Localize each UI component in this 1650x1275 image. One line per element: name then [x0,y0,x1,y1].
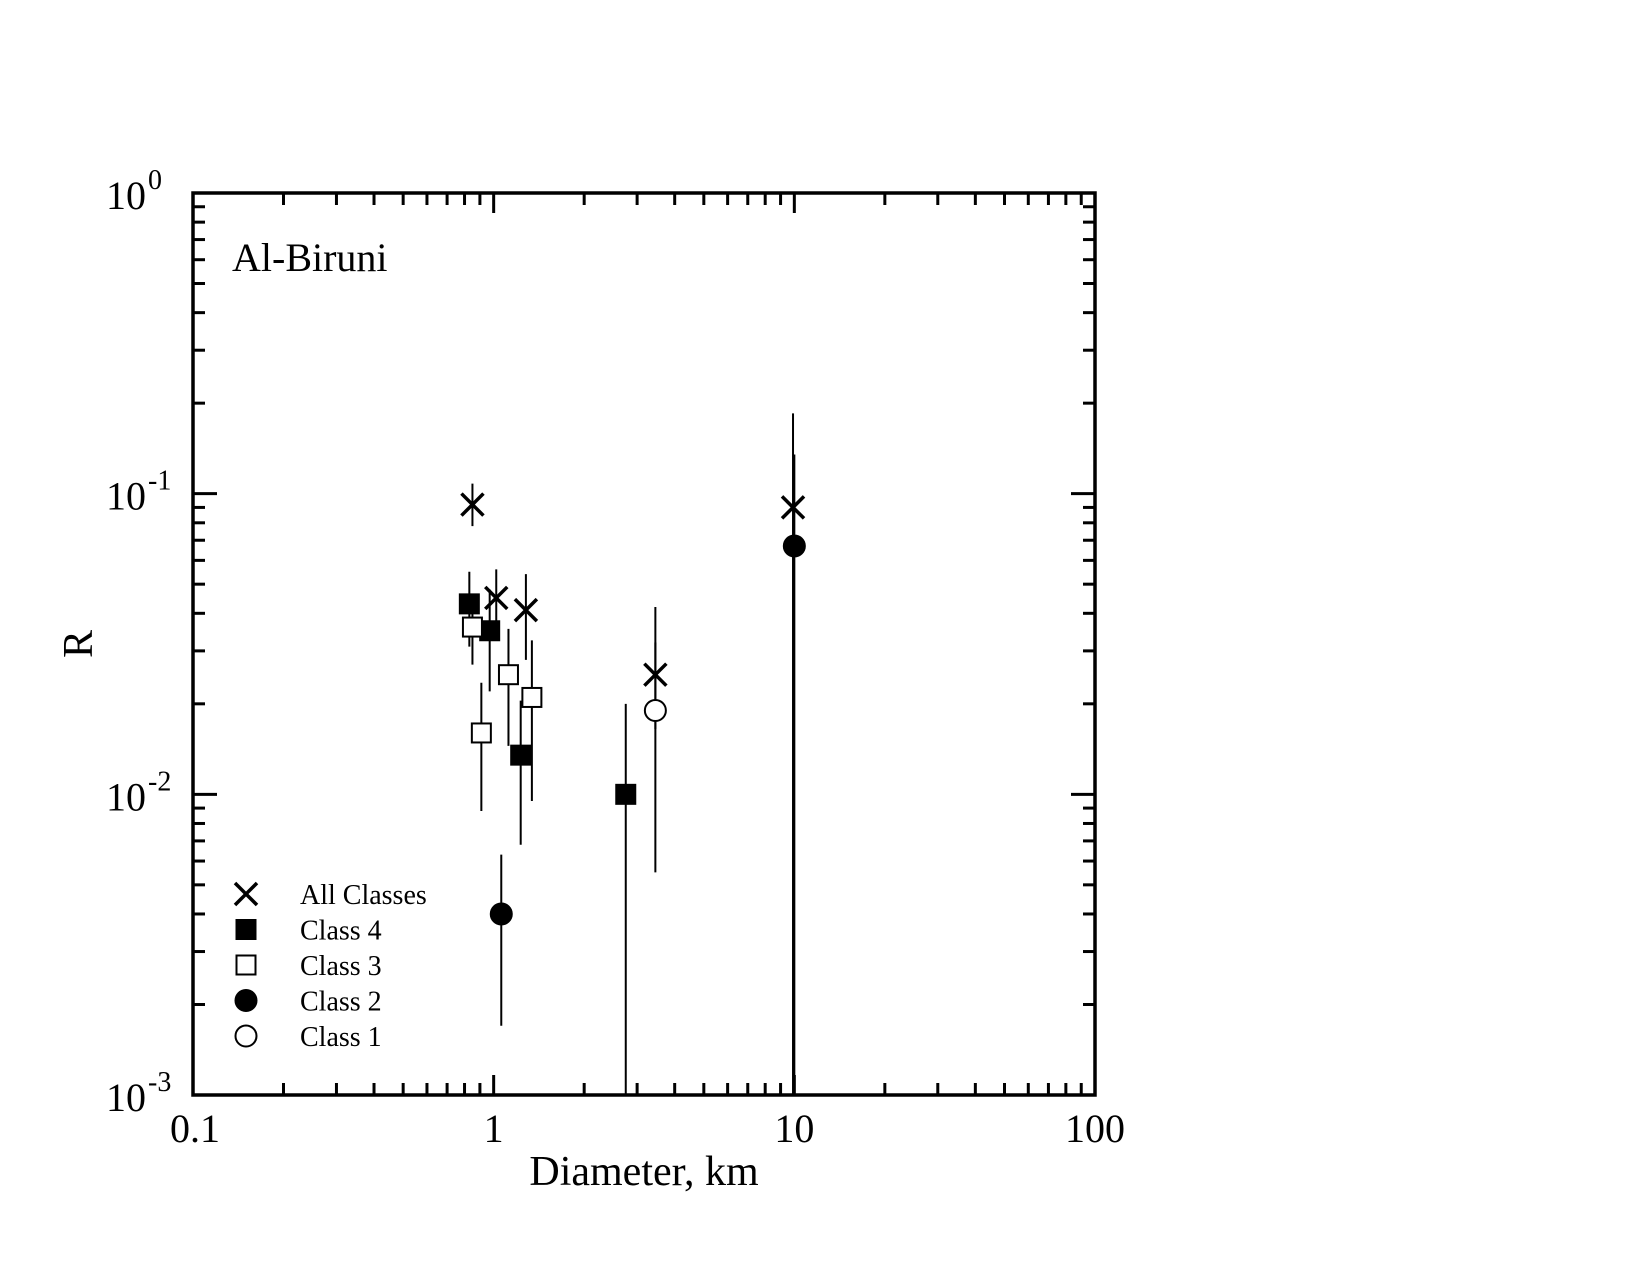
y-tick-label: 10 [106,173,146,218]
data-point-x [513,597,539,623]
data-point-x [643,662,668,687]
x-tick-label: 10 [774,1106,814,1151]
data-point-open-square [497,664,519,686]
data-point-open-square [521,686,543,708]
x-axis-label: Diameter, km [529,1149,759,1195]
chart-annotation: Al-Biruni [232,235,388,280]
y-tick-exponent: -1 [148,466,171,497]
filled-square-marker [235,919,257,940]
legend-label: All Classes [300,880,427,911]
data-point-open-square [470,722,492,744]
data-point-x [460,492,485,517]
x-tick-labels: 0.1 1 10 100 [170,1106,1125,1151]
axis-ticks [191,193,1095,1097]
data-point-open-circle [643,699,667,723]
data-point-filled-square [510,744,532,766]
x-marker [233,881,259,907]
legend-label: Class 3 [300,951,382,982]
open-circle-marker [234,1024,258,1048]
legend: All Classes Class 4 Class 3 Class 2 Class 1 [233,880,427,1053]
point-markers [458,492,806,926]
data-points [458,413,806,1095]
filled-circle-marker [234,989,258,1012]
y-tick-label: 10 [106,474,146,519]
x-tick-label: 0.1 [170,1106,220,1151]
error-bars [468,413,796,1095]
data-point-x [484,585,509,611]
legend-label: Class 2 [300,987,382,1018]
y-tick-exponent: 0 [148,165,162,196]
y-tick-label: 10 [106,1075,146,1120]
data-point-filled-circle [782,534,806,558]
legend-label: Class 1 [300,1022,382,1053]
data-point-x [780,495,806,520]
data-point-filled-square [458,593,480,615]
legend-label: Class 4 [300,916,382,947]
y-tick-exponent: -3 [148,1067,171,1098]
x-tick-label: 100 [1065,1106,1125,1151]
plot-frame [191,191,1097,1097]
y-axis-label: R [56,630,102,658]
x-tick-label: 1 [484,1106,504,1151]
y-tick-exponent: -2 [148,766,171,797]
open-square-marker [235,954,257,976]
y-tick-label: 10 [106,774,146,819]
data-point-filled-square [615,783,637,805]
data-point-filled-circle [489,902,513,926]
data-point-filled-square [479,620,501,642]
data-point-open-square [461,616,483,638]
